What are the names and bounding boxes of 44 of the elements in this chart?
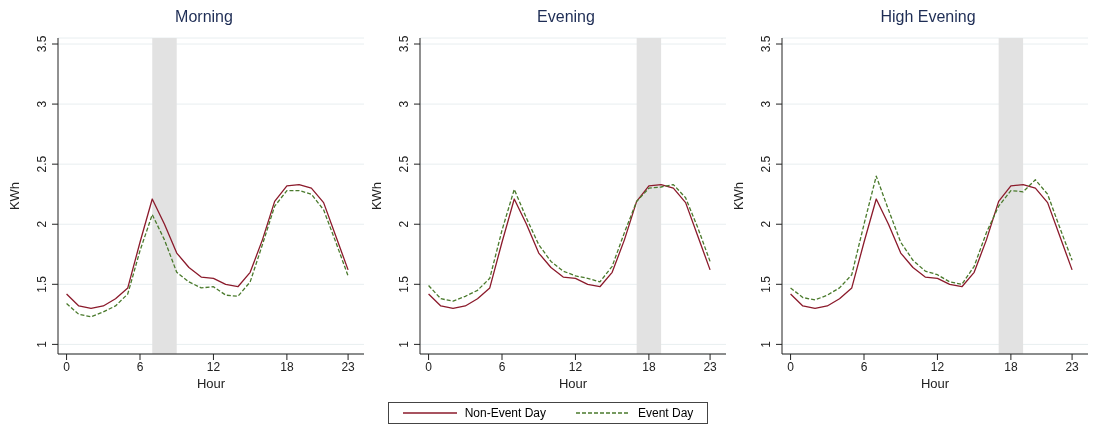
x-tick-label: 18 xyxy=(280,359,294,374)
x-tick-label: 18 xyxy=(1004,359,1018,374)
y-tick-label: 1 xyxy=(397,340,411,348)
x-tick-label: 6 xyxy=(860,359,868,374)
x-tick-label: 6 xyxy=(498,359,506,374)
y-tick-label: 2.5 xyxy=(397,155,411,173)
y-tick-label: 2.5 xyxy=(759,155,773,173)
y-tick-label: 3.5 xyxy=(759,35,773,53)
y-axis-title: KWh xyxy=(730,181,746,211)
x-tick-label: 0 xyxy=(63,359,71,374)
y-tick-label: 2 xyxy=(759,220,773,228)
x-tick-label: 6 xyxy=(136,359,144,374)
y-tick-label: 3 xyxy=(397,100,411,108)
x-tick-label: 12 xyxy=(930,359,945,374)
y-tick-label: 1.5 xyxy=(397,275,411,293)
y-tick-label: 3 xyxy=(35,100,49,108)
x-axis-title: Hour xyxy=(920,376,950,391)
y-tick-label: 1.5 xyxy=(35,275,49,293)
chart-title: Evening xyxy=(536,8,596,27)
y-tick-label: 2 xyxy=(397,220,411,228)
x-tick-label: 12 xyxy=(568,359,583,374)
y-axis-title: KWh xyxy=(368,181,384,211)
y-tick-label: 2 xyxy=(35,220,49,228)
x-tick-label: 0 xyxy=(425,359,433,374)
y-tick-label: 3.5 xyxy=(35,35,49,53)
x-axis-title: Hour xyxy=(196,376,226,391)
y-tick-label: 1 xyxy=(35,340,49,348)
x-tick-label: 0 xyxy=(787,359,795,374)
x-tick-label: 18 xyxy=(642,359,656,374)
x-axis-title: Hour xyxy=(558,376,588,391)
x-tick-label: 12 xyxy=(206,359,221,374)
y-axis-title: KWh xyxy=(6,181,22,211)
y-tick-label: 2.5 xyxy=(35,155,49,173)
chart-title: Morning xyxy=(174,8,234,27)
legend-label: Event Day xyxy=(638,406,694,420)
y-tick-label: 3.5 xyxy=(397,35,411,53)
x-tick-label: 23 xyxy=(703,359,718,374)
y-tick-label: 1.5 xyxy=(759,275,773,293)
y-tick-label: 3 xyxy=(759,100,773,108)
legend-label: Non-Event Day xyxy=(464,406,546,420)
y-tick-label: 1 xyxy=(759,340,773,348)
x-tick-label: 23 xyxy=(341,359,356,374)
chart-title: High Evening xyxy=(879,8,977,27)
x-tick-label: 23 xyxy=(1065,359,1080,374)
